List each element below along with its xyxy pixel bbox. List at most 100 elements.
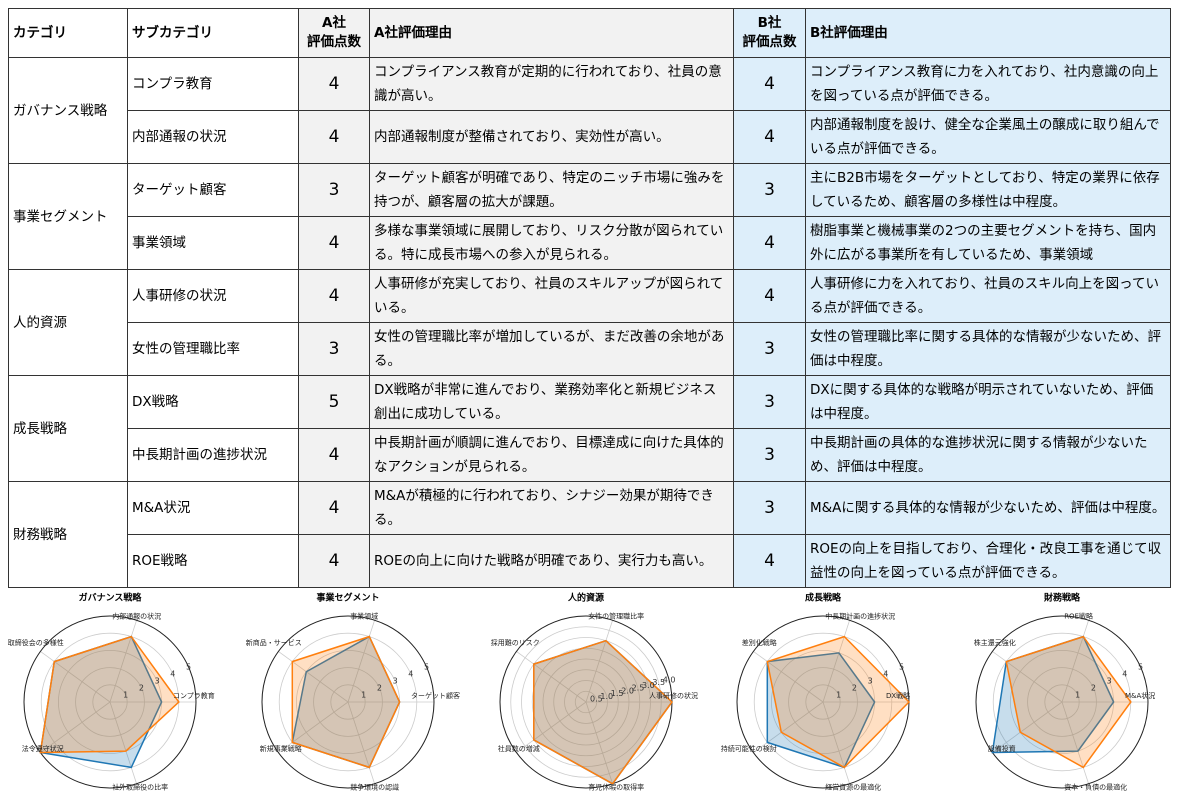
- series-area: [39, 635, 180, 754]
- column-header: カテゴリ: [8, 8, 128, 58]
- frame: [975, 615, 1149, 789]
- a-score-cell: 4: [298, 269, 370, 323]
- a-reason-cell: ターゲット顧客が明確であり、特定のニッチ市場に強みを持つが、顧客層の拡大が課題。: [369, 163, 734, 217]
- subcategory-cell: M&A状況: [127, 481, 299, 535]
- radar-chart: ガバナンス戦略 1 2 3 4 5 コンプラ教育 内部通報の状況取締役会の多様性法令遵守状況社…: [8, 592, 215, 792]
- b-reason-cell: ROEの向上を目指しており、合理化・改良工事を通じて収益性の向上を図っている点が…: [805, 534, 1171, 588]
- a-score-cell: 4: [298, 481, 370, 535]
- axis-label: 株主還元強化: [974, 638, 1016, 647]
- radial-tick-label: 1: [123, 690, 128, 699]
- axis-label: 女性の管理職比率: [588, 611, 644, 620]
- spoke: [585, 701, 613, 784]
- table-row: 事業領域 4 多様な事業領域に展開しており、リスク分散が図られている。特に成長市場へ…: [9, 216, 1171, 270]
- b-reason-cell: M&Aに関する具体的な情報が少ないため、評価は中程度。: [805, 481, 1171, 535]
- b-score-cell: 3: [733, 163, 806, 217]
- axis-label: ROE戦略: [1064, 611, 1093, 620]
- axis-label: M&A状況: [1125, 691, 1155, 700]
- a-score-cell: 4: [298, 216, 370, 270]
- radial-tick-label: 2: [852, 683, 857, 692]
- subcategory-cell: 中長期計画の進捗状況: [127, 428, 299, 482]
- chart-title: 成長戦略: [805, 592, 842, 604]
- spoke: [516, 651, 587, 703]
- radial-tick-label: 5: [1138, 662, 1143, 671]
- b-reason-cell: 中長期計画の具体的な進捗状況に関する情報が少ないため、評価は中程度。: [805, 428, 1171, 482]
- a-reason-cell: コンプライアンス教育が定期的に行われており、社員の意識が高い。: [369, 57, 734, 111]
- radial-tick-label: 1: [361, 690, 366, 699]
- axis-label: 人事研修の状況: [649, 691, 698, 700]
- table-row: 内部通報の状況 4 内部通報制度が整備されており、実効性が高い。 4 内部通報制度を設け…: [9, 110, 1171, 164]
- b-score-cell: 4: [733, 57, 806, 111]
- b-reason-cell: 内部通報制度を設け、健全な企業風土の醸成に取り組んでいる点が評価できる。: [805, 110, 1171, 164]
- radial-tick-label: 4: [408, 669, 413, 678]
- table-row: 財務戦略 M&A状況 4 M&Aが積極的に行われており、シナジー効果が期待できる。 3 M…: [8, 481, 1171, 588]
- a-reason-cell: ROEの向上に向けた戦略が明確であり、実行力も高い。: [369, 534, 734, 588]
- axis-label: 資本・負債の最適化: [1064, 783, 1127, 792]
- chart-title: 人的資源: [567, 592, 604, 604]
- spoke: [109, 620, 137, 703]
- radar-chart: 成長戦略 1 2 3 4 5 DX戦略 中長期計画の進捗状況差別化戦略持続可能性の検討経営資源…: [721, 592, 910, 792]
- table-row: ガバナンス戦略 コンプラ教育 4 コンプライアンス教育が定期的に行われており、社員の意…: [8, 57, 1171, 164]
- column-header: A社 評価点数: [298, 8, 370, 58]
- b-score-cell: 4: [733, 110, 806, 164]
- radial-tick-label: 0.5: [590, 695, 603, 704]
- a-score-cell: 5: [298, 375, 370, 429]
- b-score-cell: 3: [733, 322, 806, 376]
- spoke: [822, 620, 850, 703]
- table-row: 成長戦略 DX戦略 5 DX戦略が非常に進んでおり、業務効率化と新規ビジネス創出に成功…: [8, 375, 1171, 482]
- column-header: B社評価理由: [805, 8, 1171, 58]
- b-reason-cell: 樹脂事業と機械事業の2つの主要セグメントを持ち、国内外に広がる事業所を有している…: [805, 216, 1171, 270]
- radial-tick-label: 3.5: [652, 678, 665, 687]
- a-reason-cell: 内部通報制度が整備されており、実効性が高い。: [369, 110, 734, 164]
- table-body: ガバナンス戦略 コンプラ教育 4 コンプライアンス教育が定期的に行われており、社員の意…: [8, 57, 1171, 588]
- axis-label: 採用難のリスク: [491, 638, 540, 647]
- spoke: [278, 651, 349, 703]
- spoke: [109, 701, 137, 784]
- axis-label: 中長期計画の進捗状況: [825, 611, 895, 620]
- a-reason-cell: 人事研修が充実しており、社員のスキルアップが図られている。: [369, 269, 734, 323]
- axis-label: 取締役会の多様性: [8, 638, 64, 647]
- axis-label: 設備投資: [988, 744, 1016, 753]
- radial-tick-label: 3: [868, 676, 873, 685]
- axis-label: 法令遵守状況: [22, 744, 64, 753]
- spoke: [753, 701, 824, 753]
- axis-label: 競争環境の認識: [350, 783, 399, 792]
- category-cell: ガバナンス戦略: [8, 57, 128, 164]
- radial-tick-label: 5: [899, 662, 904, 671]
- subcategory-cell: コンプラ教育: [127, 57, 299, 111]
- radar-chart: 人的資源 0.51.01.52.02.53.03.54.0 人事研修の状況 女性の管理…: [491, 592, 698, 792]
- table-row: 事業セグメント ターゲット顧客 3 ターゲット顧客が明確であり、特定のニッチ市場に強み…: [8, 163, 1171, 270]
- table-row: 人的資源 人事研修の状況 4 人事研修が充実しており、社員のスキルアップが図られている…: [8, 269, 1171, 376]
- column-header: サブカテゴリ: [127, 8, 299, 58]
- series-area: [1005, 635, 1132, 769]
- radial-tick-label: 3.0: [642, 681, 655, 690]
- axis-label: 内部通報の状況: [112, 611, 161, 620]
- a-score-cell: 3: [298, 322, 370, 376]
- radial-tick-label: 4: [170, 669, 175, 678]
- subcategory-cell: 女性の管理職比率: [127, 322, 299, 376]
- category-cell: 事業セグメント: [8, 163, 128, 270]
- category-cell: 人的資源: [8, 269, 128, 376]
- a-reason-cell: 多様な事業領域に展開しており、リスク分散が図られている。特に成長市場への参入が見…: [369, 216, 734, 270]
- b-reason-cell: 主にB2B市場をターゲットとしており、特定の業界に依存しているため、顧客層の多様…: [805, 163, 1171, 217]
- chart-title: 財務戦略: [1043, 592, 1081, 604]
- b-score-cell: 4: [733, 269, 806, 323]
- b-score-cell: 3: [733, 375, 806, 429]
- subcategory-cell: 人事研修の状況: [127, 269, 299, 323]
- b-reason-cell: コンプライアンス教育に力を入れており、社内意識の向上を図っている点が評価できる。: [805, 57, 1171, 111]
- spoke: [347, 620, 375, 703]
- axis-label: 新規事業戦略: [260, 744, 302, 753]
- radial-tick-label: 5: [424, 662, 429, 671]
- a-reason-cell: M&Aが積極的に行われており、シナジー効果が期待できる。: [369, 481, 734, 535]
- b-score-cell: 3: [733, 428, 806, 482]
- radial-tick-label: 2.5: [632, 684, 645, 693]
- radial-tick-label: 1.5: [611, 689, 624, 698]
- a-score-cell: 4: [298, 57, 370, 111]
- spoke: [753, 651, 824, 703]
- spoke: [40, 651, 111, 703]
- axis-label: 社員数の増減: [498, 744, 540, 753]
- a-reason-cell: 中長期計画が順調に進んでおり、目標達成に向けた具体的なアクションが見られる。: [369, 428, 734, 482]
- spoke: [992, 651, 1063, 703]
- axis-label: 事業領域: [350, 611, 378, 620]
- subcategory-cell: ROE戦略: [127, 534, 299, 588]
